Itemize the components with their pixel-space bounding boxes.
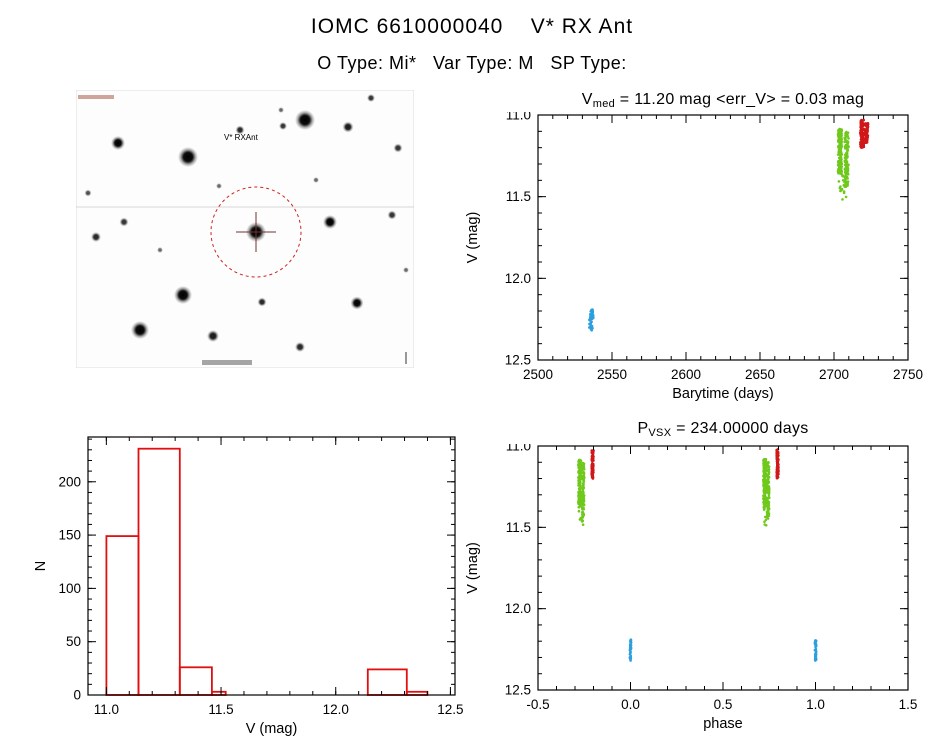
y-tick-label: 200	[58, 474, 81, 489]
phase-title-rest: = 234.00000 days	[671, 420, 809, 437]
target-circle-marker	[210, 186, 302, 278]
star	[313, 177, 319, 183]
star	[367, 94, 375, 102]
tiny-annotation-text	[202, 360, 252, 365]
y-axis-label: V (mag)	[465, 542, 481, 594]
star	[91, 232, 101, 242]
x-tick-label: 11.5	[208, 702, 233, 717]
star	[323, 215, 337, 229]
x-tick-label: 12.5	[437, 702, 463, 717]
x-tick-label: 2600	[671, 367, 701, 382]
lightcurve-title-rest: = 11.20 mag <err_V> = 0.03 mag	[615, 91, 865, 108]
lightcurve-title: Vmed = 11.20 mag <err_V> = 0.03 mag	[538, 91, 908, 110]
histogram-bar	[137, 447, 181, 696]
series-epoch-red	[590, 448, 780, 480]
lightcurve-title-main: V	[581, 91, 593, 108]
star	[111, 136, 125, 150]
y-axis-label: V (mag)	[465, 212, 481, 264]
y-tick-label: 11.0	[506, 112, 531, 123]
star	[174, 286, 192, 304]
star	[157, 247, 163, 253]
x-tick-label: 0.0	[621, 697, 640, 712]
plot-frame	[537, 114, 909, 361]
y-axis-label: N	[33, 561, 49, 571]
x-tick-label: 11.0	[94, 702, 119, 717]
finder-background	[75, 89, 415, 369]
tiny-annotation-text	[78, 95, 114, 99]
star	[216, 183, 222, 189]
lightcurve-chart: 2500 2550 2600 2650 2700 2750 11.0 11.5 12.0 12.5…	[462, 108, 938, 412]
page-subtitle: O Type: Mi* Var Type: M SP Type:	[317, 53, 627, 73]
star	[295, 110, 315, 130]
y-tick-label: 100	[58, 581, 81, 596]
histogram-plot: 11.0 11.5 12.0 12.5 0 50 100 150 200 V (mag) N	[33, 436, 464, 737]
scatter-plot: 2500 2550 2600 2650 2700 2750 11.0 11.5 12.0 12.5…	[465, 108, 923, 403]
star	[257, 297, 267, 307]
histogram-bar	[105, 535, 140, 696]
star	[342, 121, 354, 133]
y-tick-label: 11.5	[506, 189, 531, 204]
x-tick-label: 12.0	[323, 702, 349, 717]
plot-frame	[87, 436, 456, 696]
series-epoch-green	[577, 458, 771, 527]
x-tick-label: 0.5	[714, 697, 733, 712]
star	[119, 217, 129, 227]
y-tick-label: 50	[66, 634, 81, 649]
x-tick-label: 2550	[597, 367, 627, 382]
y-tick-label: 150	[58, 528, 81, 543]
x-axis-label: V (mag)	[246, 721, 298, 737]
page-title: IOMC 6610000040 V* RX Ant	[310, 15, 634, 38]
histogram-bar	[178, 666, 213, 696]
phase-title: PVSX = 234.00000 days	[538, 420, 908, 439]
star	[84, 189, 92, 197]
star	[393, 143, 403, 153]
star	[235, 125, 245, 135]
phase-title-sub: VSX	[648, 427, 672, 439]
series-epoch-blue	[628, 638, 818, 662]
star	[278, 107, 284, 113]
x-tick-label: 1.0	[806, 697, 825, 712]
target-label: V* RXAnt	[224, 133, 259, 142]
star	[387, 210, 397, 220]
histogram-bar	[366, 668, 408, 696]
x-axis-label: Barytime (days)	[672, 386, 774, 402]
star	[279, 122, 287, 130]
x-tick-label: 1.5	[899, 697, 918, 712]
y-tick-label: 12.5	[505, 353, 531, 368]
star	[131, 321, 149, 339]
x-tick-label: 2750	[893, 367, 923, 382]
x-tick-label: 2700	[819, 367, 849, 382]
y-tick-label: 12.5	[505, 683, 531, 698]
series-epoch-blue	[588, 308, 595, 332]
x-tick-label: -0.5	[526, 697, 549, 712]
lightcurve-title-sub: med	[592, 98, 616, 110]
finder-chart: V* RXAnt	[75, 89, 415, 369]
y-tick-label: 12.0	[505, 601, 531, 616]
x-tick-label: 2650	[745, 367, 775, 382]
phase-title-main: P	[637, 420, 649, 437]
y-tick-label: 0	[73, 688, 81, 703]
scatter-plot: -0.5 0.0 0.5 1.0 1.5 11.0 11.5 12.0 12.5 phase V (…	[465, 439, 918, 733]
y-tick-label: 12.0	[505, 271, 531, 286]
star	[207, 330, 219, 342]
y-tick-label: 11.0	[506, 444, 531, 454]
star	[178, 147, 198, 167]
magnitude-histogram-chart: 11.0 11.5 12.0 12.5 0 50 100 150 200 V (mag) N	[30, 424, 470, 742]
phase-curve-chart: -0.5 0.0 0.5 1.0 1.5 11.0 11.5 12.0 12.5 phase V (…	[462, 439, 938, 744]
star	[295, 342, 305, 352]
x-tick-label: 2500	[523, 367, 553, 382]
y-tick-label: 11.5	[506, 520, 531, 535]
series-epoch-red	[859, 118, 870, 149]
x-axis-label: phase	[703, 716, 743, 732]
plot-frame	[537, 445, 909, 691]
series-epoch-green	[836, 127, 850, 201]
star	[403, 267, 409, 273]
finder-chart-image: V* RXAnt	[75, 89, 415, 369]
star	[350, 296, 364, 310]
